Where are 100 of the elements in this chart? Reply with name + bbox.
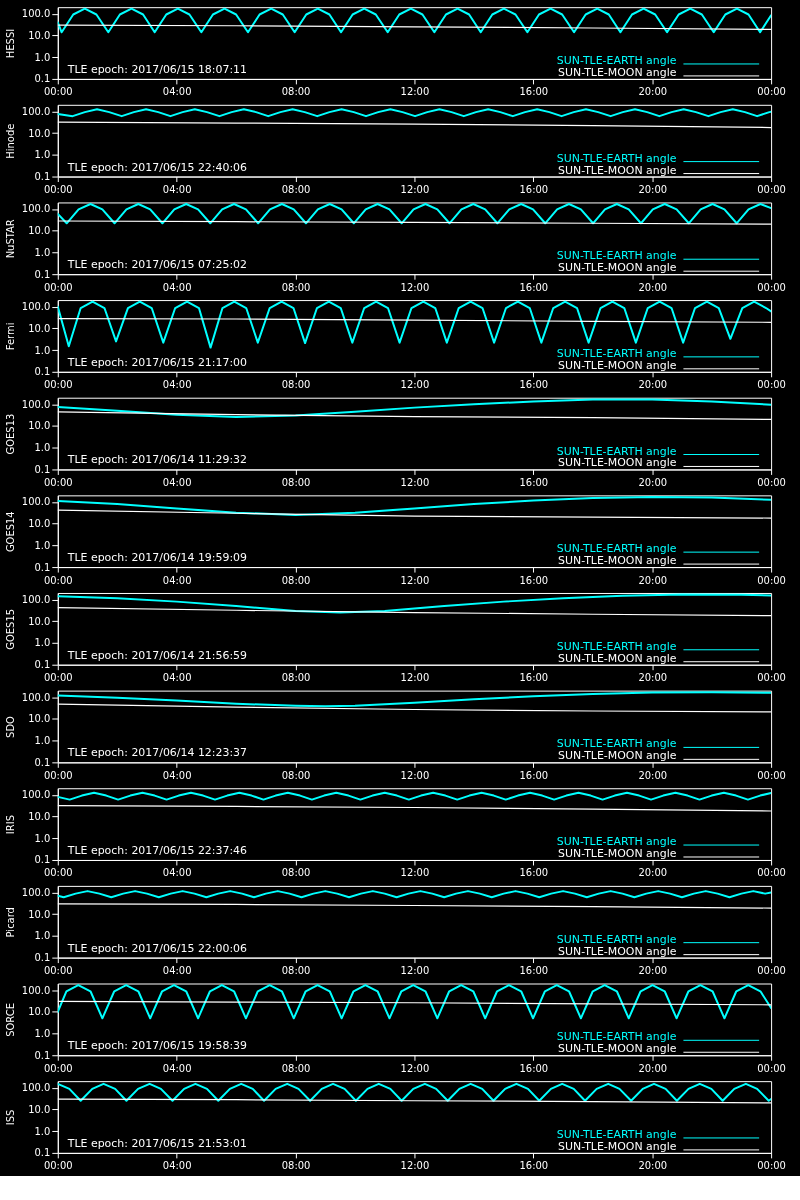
- x-tick-label: 08:00: [281, 86, 311, 98]
- x-tick-label: 12:00: [400, 1062, 430, 1074]
- annotation: TLE epoch: 2017/06/15 19:58:39: [66, 1039, 248, 1053]
- x-tick-label: 16:00: [519, 672, 549, 684]
- y-tick-label: 10.0: [28, 1103, 51, 1115]
- y-tick-label: 1.0: [34, 539, 51, 551]
- x-tick-label: 12:00: [400, 867, 430, 879]
- y-tick-label: 10.0: [28, 908, 51, 920]
- x-tick-label: 16:00: [519, 183, 549, 195]
- x-tick-label: 12:00: [400, 965, 430, 977]
- line-series: [57, 691, 772, 708]
- x-tick-label: 12:00: [400, 1160, 430, 1172]
- x-tick-label: 08:00: [281, 476, 311, 488]
- y-axis-title: GOES13: [4, 413, 16, 455]
- x-tick-label: 12:00: [400, 476, 430, 488]
- x-tick-label: 16:00: [519, 965, 549, 977]
- x-tick-label: 16:00: [519, 476, 549, 488]
- text: SUN-TLE-MOON angle: [558, 1042, 677, 1056]
- y-axis-title: IRIS: [4, 815, 16, 835]
- annotation: TLE epoch: 2017/06/14 12:23:37: [66, 746, 248, 760]
- x-tick-label: 04:00: [162, 1160, 192, 1172]
- text: SUN-TLE-EARTH angle: [556, 53, 677, 67]
- y-axis-title: HESSI: [4, 28, 16, 59]
- x-tick-label: 20:00: [638, 672, 668, 684]
- text: SUN-TLE-EARTH angle: [556, 151, 677, 165]
- x-tick-label: 00:00: [757, 574, 786, 586]
- y-tick-label: 0.1: [34, 561, 51, 573]
- x-tick-label: 04:00: [162, 183, 192, 195]
- x-tick-label: 04:00: [162, 379, 192, 391]
- annotation: TLE epoch: 2017/06/14 19:59:09: [66, 551, 248, 565]
- y-tick-label: 0.1: [34, 73, 51, 85]
- y-tick-label: 0.1: [34, 1049, 51, 1061]
- line-series: [57, 1082, 772, 1102]
- y-tick-label: 0.1: [34, 463, 51, 475]
- x-tick-label: 12:00: [400, 379, 430, 391]
- y-tick-label: 1.0: [34, 832, 51, 844]
- text: SUN-TLE-MOON angle: [558, 163, 677, 177]
- x-tick-label: 20:00: [638, 769, 668, 781]
- x-tick-label: 12:00: [400, 281, 430, 293]
- x-tick-label: 20:00: [638, 183, 668, 195]
- line-series: [57, 791, 772, 801]
- y-tick-label: 1.0: [34, 344, 51, 356]
- series-label: SUN-TLE-EARTH angle: [556, 346, 677, 360]
- x-tick-label: 08:00: [281, 379, 311, 391]
- x-tick-label: 04:00: [162, 867, 192, 879]
- y-tick-label: 100.0: [21, 203, 51, 215]
- x-tick-label: 00:00: [43, 769, 73, 781]
- y-tick-label: 0.1: [34, 1147, 51, 1159]
- x-tick-label: 12:00: [400, 183, 430, 195]
- x-tick-label: 04:00: [162, 86, 192, 98]
- series-label: SUN-TLE-EARTH angle: [556, 1030, 677, 1044]
- text: SUN-TLE-MOON angle: [558, 651, 677, 665]
- line-series: [57, 300, 772, 349]
- text: SUN-TLE-MOON angle: [558, 846, 677, 860]
- y-tick-label: 0.1: [34, 952, 51, 964]
- y-axis-title: ISS: [4, 1109, 16, 1126]
- x-tick-label: 00:00: [43, 379, 73, 391]
- line-series: [57, 984, 772, 1020]
- x-tick-label: 16:00: [519, 769, 549, 781]
- y-tick-label: 1.0: [34, 930, 51, 942]
- x-tick-label: 20:00: [638, 281, 668, 293]
- x-tick-label: 20:00: [638, 379, 668, 391]
- y-tick-label: 100.0: [21, 691, 51, 703]
- y-tick-label: 1.0: [34, 149, 51, 161]
- y-tick-label: 10.0: [28, 518, 51, 530]
- y-tick-label: 10.0: [28, 127, 51, 139]
- x-tick-label: 00:00: [43, 281, 73, 293]
- x-tick-label: 00:00: [757, 867, 786, 879]
- y-tick-label: 0.1: [34, 854, 51, 866]
- y-tick-label: 0.1: [34, 366, 51, 378]
- y-tick-label: 10.0: [28, 420, 51, 432]
- text: SUN-TLE-MOON angle: [558, 65, 677, 79]
- annotation: TLE epoch: 2017/06/15 07:25:02: [66, 258, 248, 272]
- text: SUN-TLE-EARTH angle: [556, 639, 677, 653]
- x-tick-label: 00:00: [43, 672, 73, 684]
- text: SUN-TLE-EARTH angle: [556, 1127, 677, 1141]
- y-tick-label: 10.0: [28, 225, 51, 237]
- annotation: TLE epoch: 2017/06/15 21:17:00: [66, 355, 248, 369]
- x-tick-label: 08:00: [281, 281, 311, 293]
- x-tick-label: 04:00: [162, 672, 192, 684]
- x-tick-label: 00:00: [43, 1062, 73, 1074]
- x-tick-label: 16:00: [519, 867, 549, 879]
- x-tick-label: 00:00: [43, 965, 73, 977]
- y-tick-label: 0.1: [34, 756, 51, 768]
- x-tick-label: 00:00: [43, 574, 73, 586]
- line-series: [57, 7, 772, 34]
- x-tick-label: 16:00: [519, 379, 549, 391]
- x-tick-label: 04:00: [162, 476, 192, 488]
- x-tick-label: 08:00: [281, 574, 311, 586]
- x-tick-label: 16:00: [519, 574, 549, 586]
- text: SUN-TLE-EARTH angle: [556, 444, 677, 458]
- x-tick-label: 00:00: [757, 1160, 786, 1172]
- x-tick-label: 04:00: [162, 1062, 192, 1074]
- x-tick-label: 00:00: [43, 476, 73, 488]
- x-tick-label: 16:00: [519, 281, 549, 293]
- y-tick-label: 100.0: [21, 301, 51, 313]
- line-series: [57, 495, 772, 516]
- y-tick-label: 1.0: [34, 735, 51, 747]
- y-tick-label: 100.0: [21, 1082, 51, 1094]
- text: SUN-TLE-EARTH angle: [556, 737, 677, 751]
